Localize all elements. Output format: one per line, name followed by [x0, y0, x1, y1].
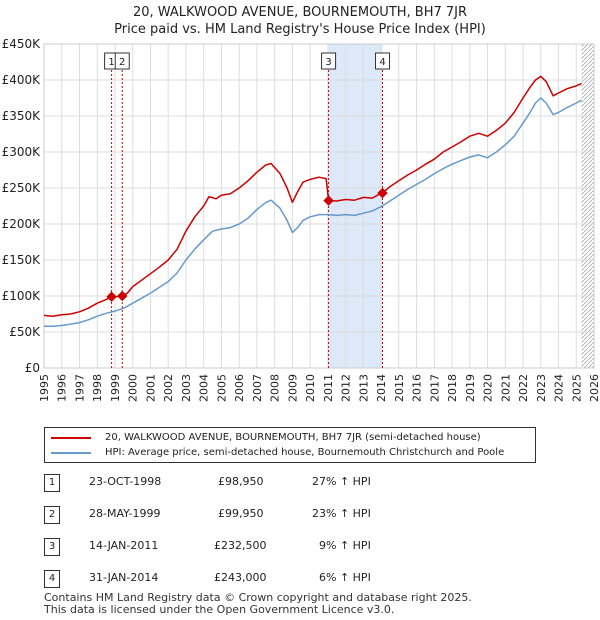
legend-item-price: 20, WALKWOOD AVENUE, BOURNEMOUTH, BH7 7J… [51, 430, 481, 445]
x-tick-label: 2003 [180, 374, 193, 402]
x-tick-label: 2005 [215, 374, 228, 402]
x-tick-label: 2017 [428, 374, 441, 402]
legend-swatch-price [51, 436, 91, 439]
y-tick-label: £0 [25, 361, 40, 375]
table-row: 1 23-OCT-1998 £98,950 27% ↑ HPI [44, 474, 534, 492]
table-row: 4 31-JAN-2014 £243,000 6% ↑ HPI [44, 570, 534, 588]
sale-label-box: 2 [114, 52, 130, 70]
transaction-hpi: 23% ↑ HPI [312, 507, 371, 520]
x-tick-label: 1998 [91, 374, 104, 402]
table-row: 3 14-JAN-2011 £232,500 9% ↑ HPI [44, 538, 534, 556]
chart-title: 20, WALKWOOD AVENUE, BOURNEMOUTH, BH7 7J… [132, 5, 468, 20]
x-tick-label: 2010 [304, 374, 317, 402]
y-tick-label: £300K [2, 145, 42, 159]
sale-point [106, 291, 117, 302]
transaction-date: 23-OCT-1998 [89, 475, 162, 488]
y-tick-label: £150K [2, 253, 42, 267]
x-tick-label: 2014 [375, 374, 388, 402]
sale-label-box: 3 [321, 52, 337, 70]
x-tick-label: 2020 [482, 374, 495, 402]
sale-label-frame [114, 52, 130, 70]
sale-label-frame [321, 52, 337, 70]
x-tick-label: 2016 [411, 374, 424, 402]
sale-label-text: 4 [379, 57, 385, 68]
sale-label-text: 1 [108, 57, 114, 68]
shaded-period [328, 44, 383, 368]
sale-label-text: 2 [119, 57, 125, 68]
transaction-hpi: 6% ↑ HPI [319, 571, 371, 584]
legend-item-hpi: HPI: Average price, semi-detached house,… [51, 445, 504, 460]
legend-swatch-hpi [51, 451, 91, 454]
transaction-price: £232,500 [214, 539, 267, 552]
sale-label-frame [375, 52, 391, 70]
y-tick-label: £400K [2, 73, 42, 87]
transaction-date: 28-MAY-1999 [89, 507, 161, 520]
table-row: 2 28-MAY-1999 £99,950 23% ↑ HPI [44, 506, 534, 524]
series-line-hpi [44, 97, 582, 327]
plot-border [43, 43, 595, 369]
x-tick-label: 2015 [393, 374, 406, 402]
sale-point [377, 187, 388, 199]
transaction-date: 31-JAN-2014 [89, 571, 159, 584]
x-tick-label: 1996 [56, 374, 69, 402]
transaction-number: 1 [44, 474, 60, 492]
legend-label-hpi: HPI: Average price, semi-detached house,… [105, 447, 505, 458]
hatched-region [581, 44, 594, 368]
x-tick-label: 2018 [446, 374, 459, 402]
x-tick-label: 2021 [499, 374, 512, 402]
y-tick-label: £450K [2, 37, 42, 51]
y-tick-label: £350K [2, 109, 42, 123]
x-tick-label: 2007 [251, 374, 264, 402]
footer-copyright: Contains HM Land Registry data © Crown c… [44, 591, 472, 604]
legend-label-price: 20, WALKWOOD AVENUE, BOURNEMOUTH, BH7 7J… [105, 432, 481, 443]
x-tick-label: 2023 [535, 374, 548, 402]
x-tick-label: 2009 [286, 374, 299, 402]
y-tick-label: £100K [2, 289, 42, 303]
x-tick-label: 2012 [340, 374, 353, 402]
legend: 20, WALKWOOD AVENUE, BOURNEMOUTH, BH7 7J… [44, 427, 536, 463]
footer-licence: This data is licensed under the Open Gov… [44, 603, 395, 616]
x-tick-label: 2004 [198, 374, 211, 402]
x-tick-label: 1995 [38, 374, 51, 402]
y-tick-label: £250K [2, 181, 42, 195]
x-tick-label: 2002 [162, 374, 175, 402]
transaction-number: 3 [44, 538, 60, 556]
x-tick-label: 2019 [464, 374, 477, 402]
x-tick-label: 2013 [357, 374, 370, 402]
x-tick-label: 2001 [144, 374, 157, 402]
x-tick-label: 2022 [517, 374, 530, 402]
transaction-price: £99,950 [218, 507, 264, 520]
sale-point [117, 290, 128, 302]
transaction-hpi: 9% ↑ HPI [319, 539, 371, 552]
x-tick-label: 1997 [73, 374, 86, 402]
chart-subtitle: Price paid vs. HM Land Registry's House … [114, 22, 486, 37]
y-tick-label: £200K [2, 217, 42, 231]
x-tick-label: 2011 [322, 374, 335, 402]
sale-label-text: 3 [325, 57, 331, 68]
x-tick-label: 2024 [553, 374, 566, 402]
series-line-price [43, 75, 582, 317]
transaction-number: 4 [44, 570, 60, 588]
transaction-date: 14-JAN-2011 [89, 539, 159, 552]
y-tick-label: £50K [9, 325, 41, 339]
x-tick-label: 2000 [127, 374, 140, 402]
x-tick-label: 2006 [233, 374, 246, 402]
transaction-price: £98,950 [218, 475, 264, 488]
x-tick-label: 2008 [269, 374, 282, 402]
transaction-hpi: 27% ↑ HPI [312, 475, 371, 488]
sale-label-box: 4 [375, 52, 391, 70]
x-tick-label: 2025 [570, 374, 583, 402]
x-tick-label: 2026 [588, 374, 600, 402]
x-tick-label: 1999 [109, 374, 122, 402]
transaction-price: £243,000 [214, 571, 267, 584]
transaction-number: 2 [44, 506, 60, 524]
price-chart: £0 £50K £100K £150K £200K £250K £300K £350K £400… [2, 37, 600, 402]
sale-point [323, 195, 334, 206]
